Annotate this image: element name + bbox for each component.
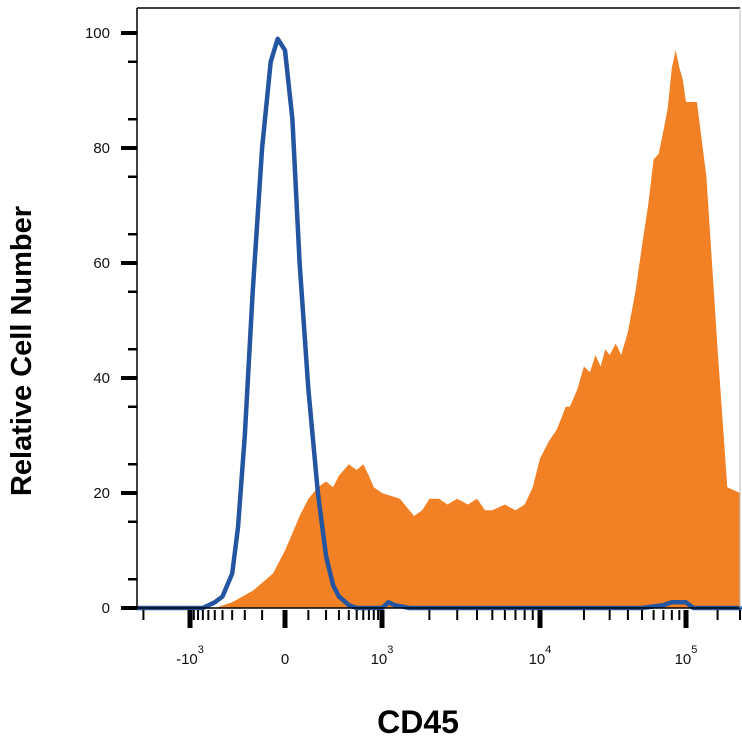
x-tick-label: 0 [281,651,289,668]
x-tick-label: -103 [176,644,204,668]
x-axis-label: CD45 [377,704,459,740]
x-tick-label: 103 [371,644,394,668]
y-tick-label: 60 [93,255,110,272]
axes [136,7,741,609]
y-tick-label: 40 [93,370,110,387]
y-tick-label: 0 [102,600,110,617]
y-tick-label: 20 [93,485,110,502]
y-axis-label: Relative Cell Number [6,206,38,496]
y-tick-label: 100 [85,25,110,42]
x-tick-label: 105 [675,644,698,668]
series-0-filled-histogram [137,50,740,609]
y-tick-label: 80 [93,140,110,157]
plot-area [134,36,742,611]
x-axis-ticks: -103 0 103 104 105 [142,610,741,668]
y-axis-ticks: 0 20 40 60 80 100 [85,25,137,617]
x-tick-label: 104 [529,644,552,668]
